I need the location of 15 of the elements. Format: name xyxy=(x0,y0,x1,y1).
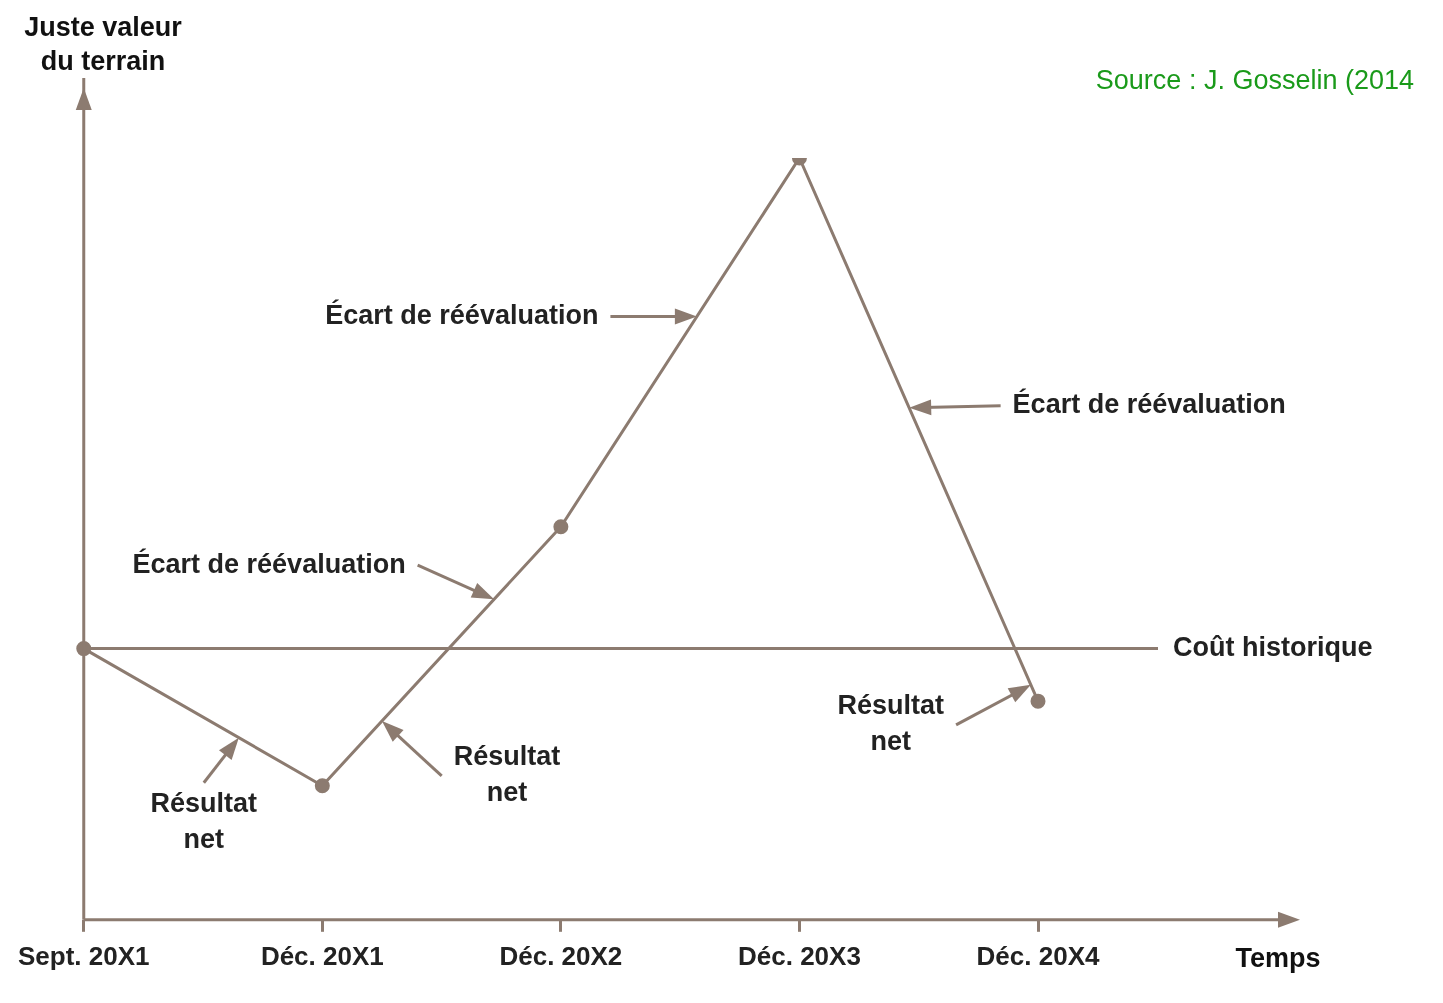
annotation: Résultat net xyxy=(453,741,561,808)
x-tick-label: Déc. 20X3 xyxy=(738,940,861,971)
annotation: Écart de réévaluation xyxy=(132,547,406,579)
x-axis-title: Temps xyxy=(1235,943,1321,974)
y-axis-title: Juste valeur du terrain xyxy=(23,11,183,78)
annotation: Écart de réévaluation xyxy=(325,299,599,330)
annotation: Écart de réévaluation xyxy=(1012,388,1286,420)
x-tick-label: Sept. 20X1 xyxy=(18,940,150,971)
x-tick-label: Déc. 20X1 xyxy=(260,940,384,971)
ref-line-label: Coût historique xyxy=(1173,632,1373,663)
x-tick-label: Déc. 20X2 xyxy=(499,940,623,971)
source-note: Source : J. Gosselin (2014 xyxy=(1095,65,1414,96)
annotation: Résultat net xyxy=(837,690,945,757)
x-tick-label: Déc. 20X4 xyxy=(976,940,1100,971)
annotation: Résultat net xyxy=(150,788,258,855)
